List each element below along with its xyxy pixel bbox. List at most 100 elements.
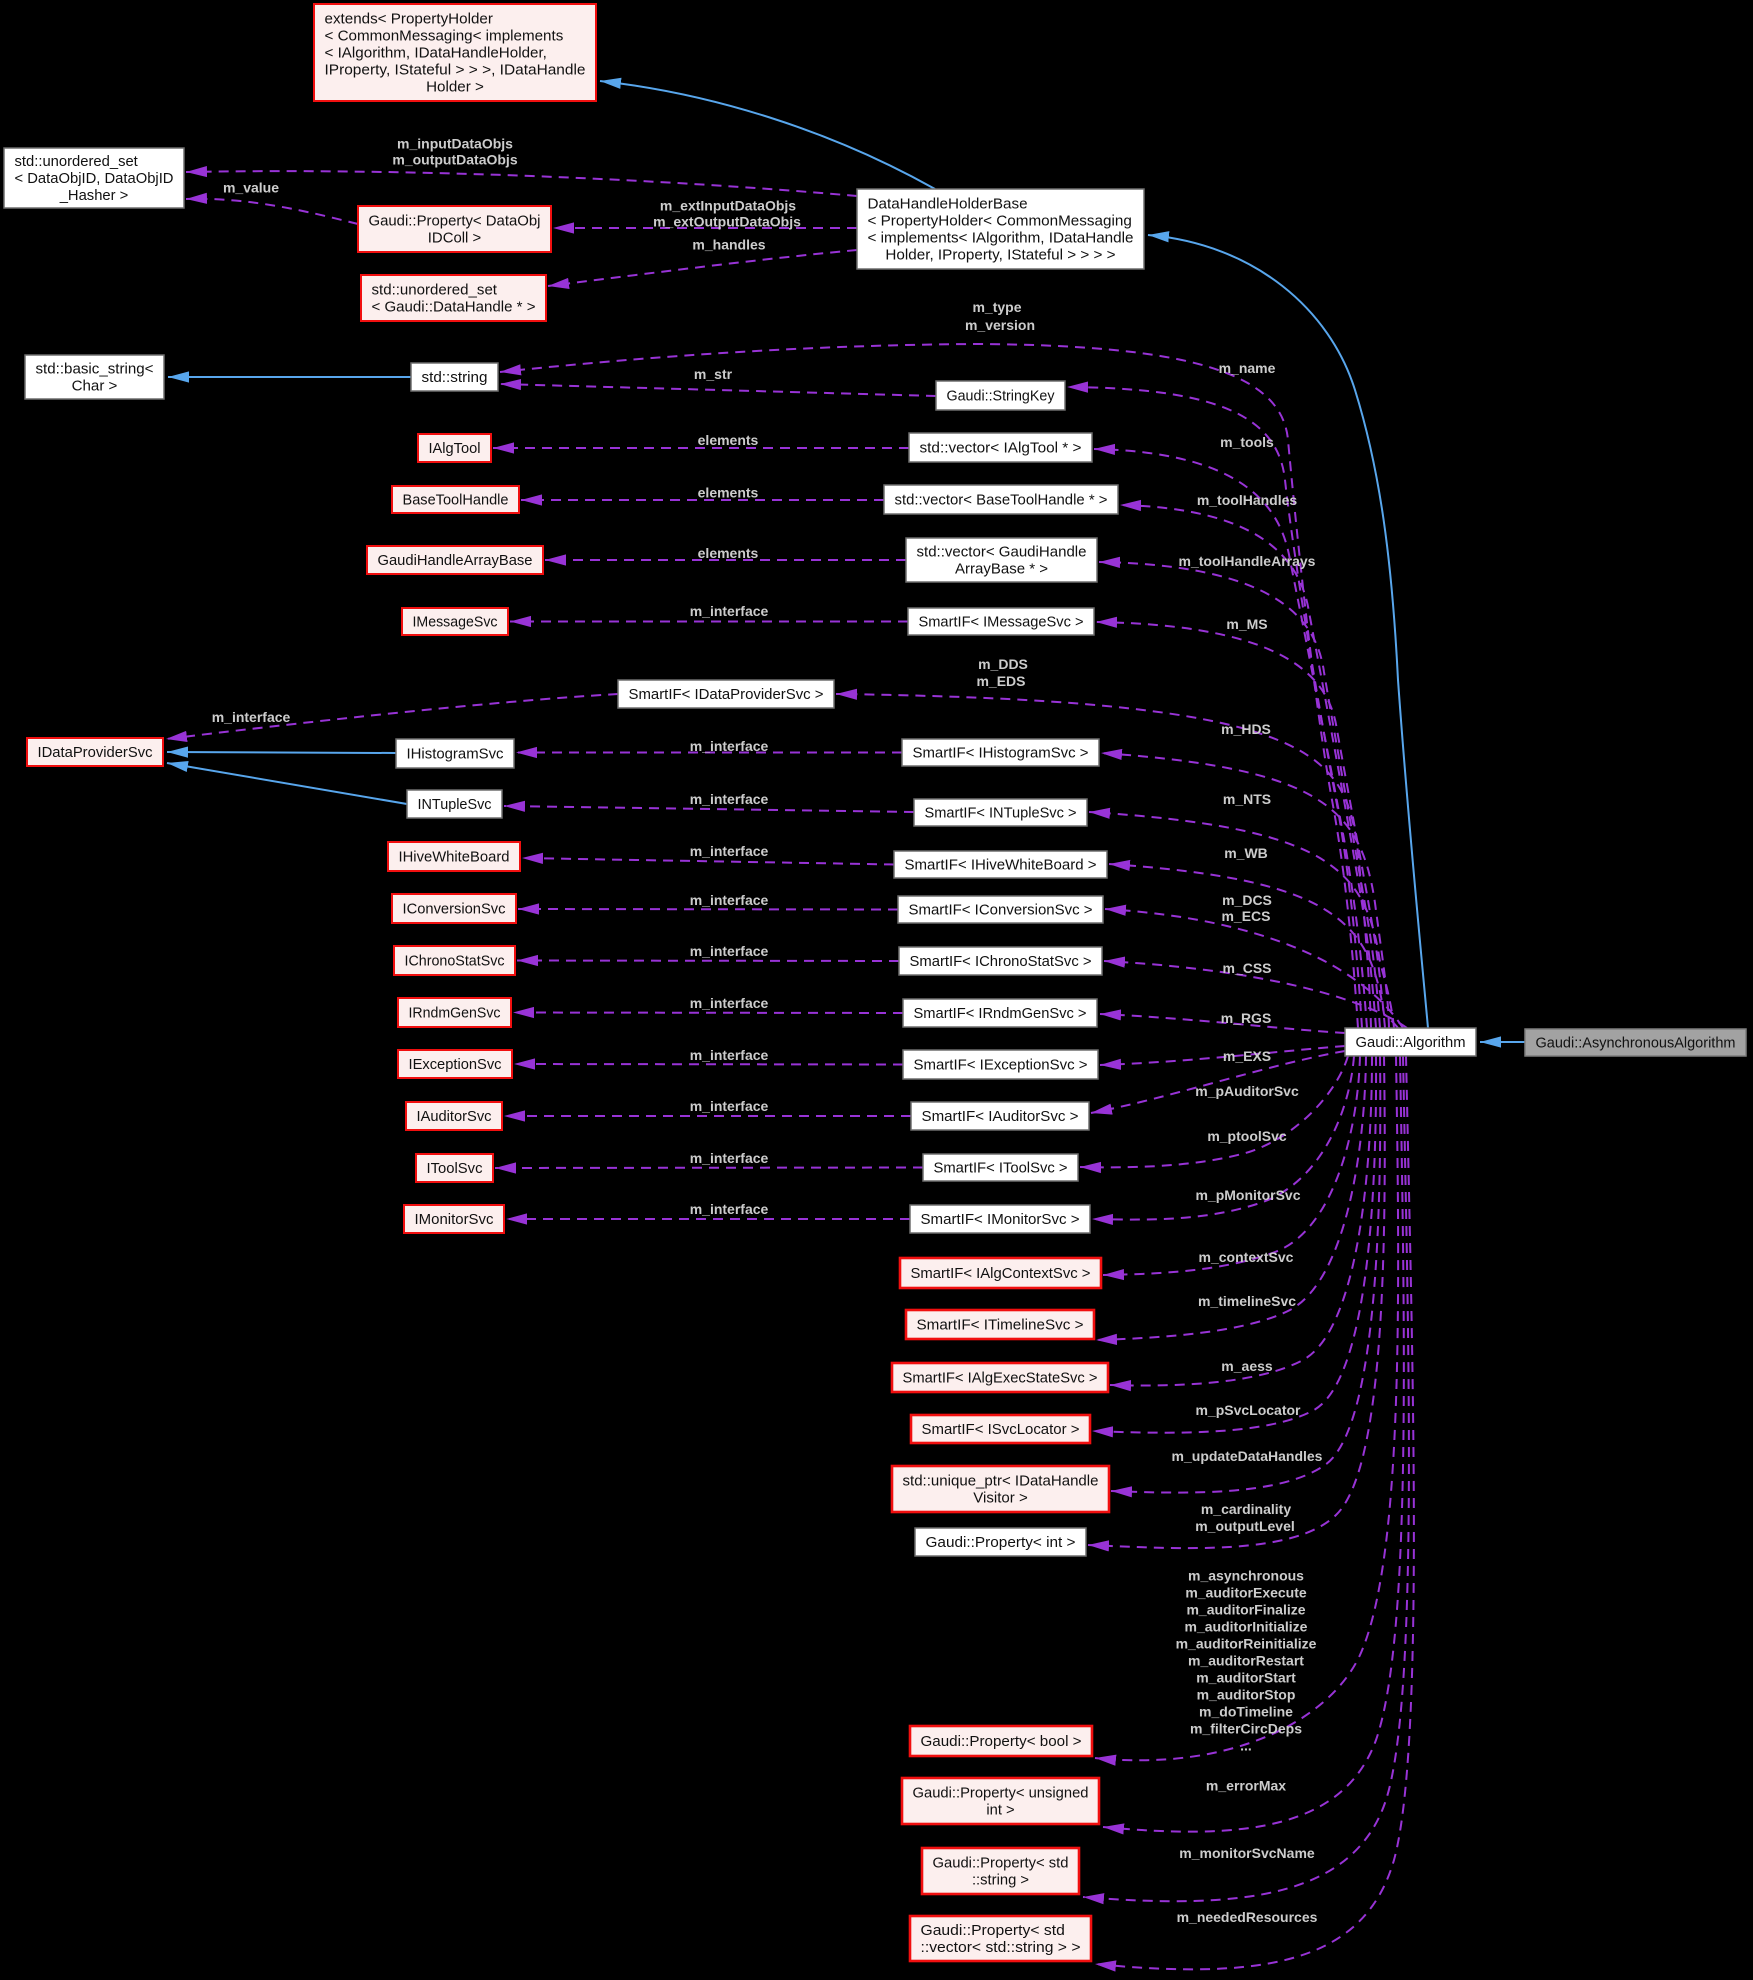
svg-text:Gaudi::Property< std: Gaudi::Property< std: [921, 1922, 1065, 1939]
svg-text:Gaudi::StringKey: Gaudi::StringKey: [947, 388, 1055, 405]
svg-text:m_DDS: m_DDS: [978, 656, 1028, 672]
svg-text:elements: elements: [698, 545, 759, 561]
svg-text:SmartIF< IAuditorSvc >: SmartIF< IAuditorSvc >: [922, 1108, 1079, 1125]
svg-text:IAlgTool: IAlgTool: [429, 440, 481, 457]
svg-text:m_auditorStop: m_auditorStop: [1197, 1687, 1296, 1703]
svg-text:m_pAuditorSvc: m_pAuditorSvc: [1195, 1083, 1299, 1099]
svg-text:m_EXS: m_EXS: [1223, 1048, 1271, 1064]
svg-text:m_ptoolSvc: m_ptoolSvc: [1207, 1128, 1287, 1144]
svg-text:SmartIF< IExceptionSvc >: SmartIF< IExceptionSvc >: [914, 1057, 1088, 1074]
svg-text:m_interface: m_interface: [690, 791, 769, 807]
svg-text:m_inputDataObjs: m_inputDataObjs: [397, 136, 513, 152]
svg-text:std::basic_string<: std::basic_string<: [36, 361, 154, 378]
svg-text:m_interface: m_interface: [690, 1047, 769, 1063]
svg-text:std::string: std::string: [422, 369, 488, 386]
svg-text:< DataObjID, DataObjID: < DataObjID, DataObjID: [15, 170, 174, 187]
svg-text:std::vector< IAlgTool * >: std::vector< IAlgTool * >: [920, 440, 1082, 457]
svg-text:m_tools: m_tools: [1220, 434, 1274, 450]
svg-text:Gaudi::Property< bool >: Gaudi::Property< bool >: [921, 1733, 1082, 1750]
svg-text:m_errorMax: m_errorMax: [1206, 1778, 1286, 1794]
svg-text:m_auditorExecute: m_auditorExecute: [1185, 1585, 1307, 1601]
svg-text:SmartIF< ISvcLocator >: SmartIF< ISvcLocator >: [922, 1421, 1080, 1438]
svg-text:SmartIF< IHiveWhiteBoard >: SmartIF< IHiveWhiteBoard >: [905, 857, 1097, 874]
svg-text:m_pMonitorSvc: m_pMonitorSvc: [1195, 1187, 1300, 1203]
svg-text:SmartIF< IChronoStatSvc >: SmartIF< IChronoStatSvc >: [910, 953, 1092, 970]
svg-text:SmartIF< ITimelineSvc >: SmartIF< ITimelineSvc >: [917, 1317, 1084, 1334]
svg-text:Visitor >: Visitor >: [973, 1490, 1028, 1507]
svg-text:SmartIF< IMonitorSvc >: SmartIF< IMonitorSvc >: [921, 1211, 1080, 1228]
svg-text:SmartIF< IConversionSvc >: SmartIF< IConversionSvc >: [909, 902, 1093, 919]
svg-text:IChronoStatSvc: IChronoStatSvc: [405, 953, 505, 970]
svg-text:m_interface: m_interface: [690, 995, 769, 1011]
svg-text:m_type: m_type: [972, 299, 1021, 315]
svg-text:m_interface: m_interface: [690, 603, 769, 619]
svg-text:m_value: m_value: [223, 180, 279, 196]
svg-text:IHistogramSvc: IHistogramSvc: [407, 746, 504, 763]
svg-text:m_version: m_version: [965, 317, 1035, 333]
svg-text:SmartIF< IDataProviderSvc >: SmartIF< IDataProviderSvc >: [629, 686, 824, 703]
svg-text:elements: elements: [698, 485, 759, 501]
svg-text:< IAlgorithm, IDataHandleHolde: < IAlgorithm, IDataHandleHolder,: [325, 45, 547, 62]
svg-text:SmartIF< IAlgExecStateSvc >: SmartIF< IAlgExecStateSvc >: [903, 1370, 1098, 1387]
svg-text:Gaudi::Algorithm: Gaudi::Algorithm: [1356, 1034, 1466, 1051]
svg-text:IHiveWhiteBoard: IHiveWhiteBoard: [399, 849, 510, 866]
svg-text:m_updateDataHandles: m_updateDataHandles: [1172, 1448, 1323, 1464]
svg-text:m_interface: m_interface: [690, 1201, 769, 1217]
svg-text:elements: elements: [698, 432, 759, 448]
svg-text:m_auditorReinitialize: m_auditorReinitialize: [1176, 1636, 1317, 1652]
svg-text:m_neededResources: m_neededResources: [1177, 1909, 1318, 1925]
svg-text:Gaudi::Property< int >: Gaudi::Property< int >: [926, 1534, 1076, 1551]
svg-text:m_EDS: m_EDS: [976, 673, 1025, 689]
svg-text:Gaudi::Property< DataObj: Gaudi::Property< DataObj: [369, 213, 541, 230]
svg-text:m_interface: m_interface: [690, 1150, 769, 1166]
svg-text:Holder >: Holder >: [426, 79, 484, 96]
svg-text:m_DCS: m_DCS: [1222, 892, 1272, 908]
svg-text:< implements< IAlgorithm, IDat: < implements< IAlgorithm, IDataHandle: [868, 230, 1134, 247]
svg-text:BaseToolHandle: BaseToolHandle: [403, 492, 509, 509]
svg-text:m_asynchronous: m_asynchronous: [1188, 1568, 1304, 1584]
svg-text:m_handles: m_handles: [692, 237, 765, 253]
svg-text:Gaudi::Property< unsigned: Gaudi::Property< unsigned: [913, 1785, 1089, 1802]
svg-text:m_CSS: m_CSS: [1222, 960, 1271, 976]
svg-text:m_auditorFinalize: m_auditorFinalize: [1186, 1602, 1305, 1618]
svg-text:m_pSvcLocator: m_pSvcLocator: [1195, 1402, 1301, 1418]
svg-text:m_WB: m_WB: [1224, 845, 1268, 861]
svg-text:int >: int >: [986, 1802, 1015, 1819]
svg-text:std::vector< BaseToolHandle *: std::vector< BaseToolHandle * >: [895, 492, 1108, 509]
svg-text:IExceptionSvc: IExceptionSvc: [409, 1056, 502, 1073]
svg-text:SmartIF< IMessageSvc >: SmartIF< IMessageSvc >: [919, 614, 1084, 631]
svg-text:m_interface: m_interface: [690, 943, 769, 959]
svg-text:extends< PropertyHolder: extends< PropertyHolder: [325, 11, 493, 28]
svg-text:m_interface: m_interface: [212, 709, 291, 725]
svg-text:m_MS: m_MS: [1226, 616, 1267, 632]
svg-text:m_NTS: m_NTS: [1223, 791, 1271, 807]
svg-text:m_toolHandles: m_toolHandles: [1197, 492, 1298, 508]
svg-text:m_auditorRestart: m_auditorRestart: [1188, 1653, 1304, 1669]
svg-text:SmartIF< IAlgContextSvc >: SmartIF< IAlgContextSvc >: [911, 1265, 1091, 1282]
svg-text:IDataProviderSvc: IDataProviderSvc: [38, 744, 153, 761]
svg-text:SmartIF< INTupleSvc >: SmartIF< INTupleSvc >: [925, 805, 1077, 822]
svg-text:m_str: m_str: [694, 366, 733, 382]
svg-text:m_timelineSvc: m_timelineSvc: [1198, 1293, 1296, 1309]
svg-text:IToolSvc: IToolSvc: [427, 1160, 483, 1177]
svg-text:::string >: ::string >: [972, 1872, 1029, 1889]
svg-text:IConversionSvc: IConversionSvc: [403, 901, 506, 918]
svg-text:Gaudi::Property< std: Gaudi::Property< std: [933, 1855, 1069, 1872]
svg-text:IMonitorSvc: IMonitorSvc: [415, 1211, 494, 1228]
svg-text:std::unordered_set: std::unordered_set: [372, 282, 498, 299]
svg-text:m_extOutputDataObjs: m_extOutputDataObjs: [653, 214, 801, 230]
svg-text:ArrayBase * >: ArrayBase * >: [955, 561, 1048, 578]
svg-text:DataHandleHolderBase: DataHandleHolderBase: [868, 196, 1028, 213]
svg-text:std::vector< GaudiHandle: std::vector< GaudiHandle: [917, 544, 1087, 561]
svg-text:IDColl >: IDColl >: [428, 230, 482, 247]
svg-text:m_outputDataObjs: m_outputDataObjs: [392, 152, 517, 168]
svg-text:INTupleSvc: INTupleSvc: [418, 796, 492, 813]
svg-text:m_aess: m_aess: [1221, 1358, 1273, 1374]
svg-text:Char >: Char >: [72, 378, 118, 395]
svg-text:< PropertyHolder< CommonMessag: < PropertyHolder< CommonMessaging: [868, 213, 1132, 230]
svg-text:m_interface: m_interface: [690, 738, 769, 754]
svg-text:m_ECS: m_ECS: [1221, 908, 1270, 924]
svg-text:m_toolHandleArrays: m_toolHandleArrays: [1179, 553, 1316, 569]
svg-text:m_contextSvc: m_contextSvc: [1199, 1249, 1294, 1265]
svg-text:< Gaudi::DataHandle * >: < Gaudi::DataHandle * >: [372, 299, 536, 316]
